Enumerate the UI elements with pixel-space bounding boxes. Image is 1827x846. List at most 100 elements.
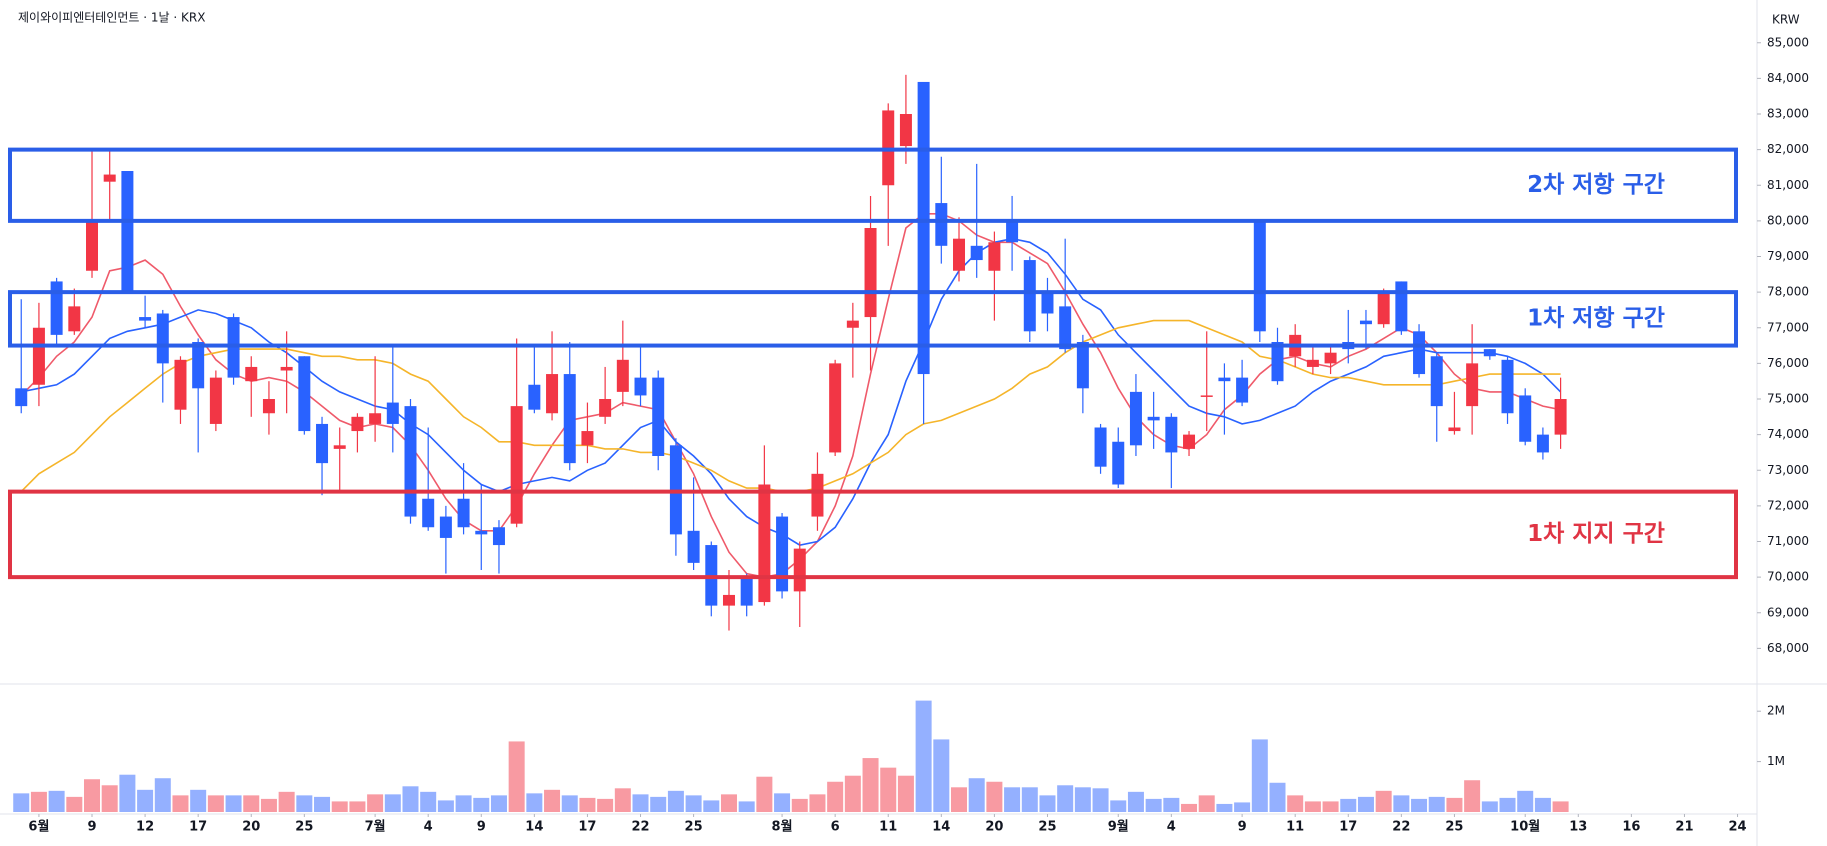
volume-bar xyxy=(791,798,808,812)
candle-body xyxy=(652,377,665,456)
volume-bar xyxy=(1057,785,1074,812)
candle-body xyxy=(1094,427,1107,467)
volume-bar xyxy=(473,797,490,812)
volume-bar xyxy=(1340,798,1357,812)
volume-bar xyxy=(915,700,932,812)
x-tick-label: 11 xyxy=(1286,820,1304,835)
volume-bar xyxy=(986,781,1003,812)
y-tick-label: 85,000 xyxy=(1767,35,1809,49)
candle-body xyxy=(1041,292,1054,314)
volume-bar xyxy=(827,781,844,812)
volume-bar xyxy=(101,785,118,812)
candle-body xyxy=(351,416,364,432)
volume-bar xyxy=(1428,796,1445,812)
candle-body xyxy=(1395,281,1408,332)
candle-body xyxy=(1448,427,1461,432)
candle-body xyxy=(245,366,258,382)
candle-body xyxy=(262,399,275,414)
volume-bar xyxy=(1499,797,1516,812)
candle-body xyxy=(86,220,99,271)
volume-bar xyxy=(1198,795,1215,812)
volume-bar xyxy=(349,801,366,812)
candle-body xyxy=(1200,395,1213,397)
candle-body xyxy=(475,530,488,535)
volume-bar xyxy=(1393,795,1410,812)
volume-bar xyxy=(1127,791,1144,812)
volume-bar xyxy=(1145,798,1162,812)
y-tick-label: 81,000 xyxy=(1767,178,1809,192)
price-zone xyxy=(8,147,1738,223)
volume-bar xyxy=(862,758,879,812)
volume-tick-label: 2M xyxy=(1767,704,1785,718)
volume-bar xyxy=(1446,797,1463,812)
candle-body xyxy=(1359,320,1372,325)
candle-body xyxy=(50,281,63,335)
x-tick-label: 6월 xyxy=(28,819,49,835)
x-tick-label: 12 xyxy=(136,820,154,835)
x-tick-label: 9 xyxy=(477,820,486,835)
zone-label: 1차 지지 구간 xyxy=(1527,521,1665,547)
x-tick-label: 22 xyxy=(631,820,649,835)
x-tick-label: 9 xyxy=(87,820,96,835)
x-tick-label: 9 xyxy=(1238,820,1247,835)
candle-body xyxy=(1377,292,1390,325)
candle-body xyxy=(1430,356,1443,407)
chart-header: 제이와이피엔터테인먼트 · 1날 · KRX xyxy=(18,11,205,25)
volume-bar xyxy=(402,786,419,812)
candle-body xyxy=(510,406,523,524)
volume-bar xyxy=(314,796,331,812)
volume-bar xyxy=(703,800,720,812)
volume-bar xyxy=(526,793,543,812)
candle-body xyxy=(599,399,612,417)
volume-bar xyxy=(632,794,649,812)
candle-body xyxy=(369,413,382,424)
x-tick-label: 6 xyxy=(831,820,840,835)
candle-body xyxy=(422,498,435,528)
candle-body xyxy=(616,359,629,392)
candle-body xyxy=(156,313,169,364)
candle-body xyxy=(1536,434,1549,453)
volume-bar xyxy=(278,791,295,812)
y-tick-label: 72,000 xyxy=(1767,498,1809,512)
x-tick-label: 13 xyxy=(1569,820,1587,835)
candle-body xyxy=(581,431,594,446)
candle-body xyxy=(1183,434,1196,449)
volume-bar xyxy=(774,793,791,812)
candle-body xyxy=(687,530,700,563)
candle-body xyxy=(546,374,559,414)
x-tick-label: 20 xyxy=(242,820,260,835)
x-tick-label: 25 xyxy=(1445,820,1463,835)
candle-body xyxy=(439,516,452,538)
candle-body xyxy=(1218,377,1231,382)
candle-body xyxy=(174,359,187,410)
y-tick-label: 73,000 xyxy=(1767,463,1809,477)
x-tick-label: 17 xyxy=(1339,820,1357,835)
candle-body xyxy=(1271,342,1284,382)
volume-bar xyxy=(1304,801,1321,812)
y-tick-label: 68,000 xyxy=(1767,641,1809,655)
candle-body xyxy=(1413,331,1426,375)
volume-bar xyxy=(1552,801,1569,812)
y-tick-label: 77,000 xyxy=(1767,320,1809,334)
candle-body xyxy=(386,402,399,424)
candle-body xyxy=(15,388,28,407)
moving-average-line xyxy=(21,237,1562,546)
candle-body xyxy=(758,484,771,603)
candle-body xyxy=(528,384,541,410)
candle-body xyxy=(1324,352,1337,364)
volume-bar xyxy=(225,795,242,812)
volume-bar xyxy=(508,741,525,812)
volume-bar xyxy=(384,794,401,812)
y-tick-label: 83,000 xyxy=(1767,107,1809,121)
candle-body xyxy=(970,245,983,261)
volume-bar xyxy=(1004,787,1021,812)
volume-bar xyxy=(137,789,154,812)
candle-body xyxy=(864,228,877,318)
x-tick-label: 21 xyxy=(1675,820,1693,835)
volume-bar xyxy=(154,778,171,812)
volume-bar xyxy=(490,795,507,812)
candle-body xyxy=(492,527,505,546)
y-tick-label: 71,000 xyxy=(1767,534,1809,548)
candle-body xyxy=(1554,399,1567,435)
